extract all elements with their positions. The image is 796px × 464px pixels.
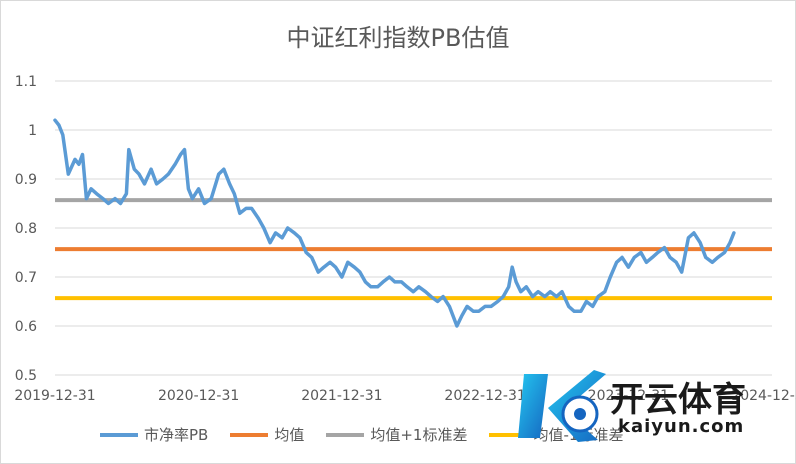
- watermark-brand: 开云体育: [610, 380, 746, 420]
- legend-swatch-pb: [100, 432, 138, 437]
- y-tick-label: 1: [28, 123, 37, 139]
- y-tick-label: 1.1: [15, 74, 37, 90]
- watermark-logo-icon: [518, 370, 606, 442]
- legend-item-plus1: 均值+1标准差: [326, 424, 467, 445]
- legend-item-mean: 均值: [230, 424, 304, 445]
- legend-label-mean: 均值: [274, 426, 305, 444]
- y-tick-label: 0.9: [15, 172, 37, 188]
- legend-swatch-mean: [230, 432, 269, 437]
- y-tick-label: 0.6: [15, 319, 37, 335]
- legend-swatch-plus1: [326, 432, 365, 437]
- legend-swatch-minus1: [489, 432, 528, 437]
- x-tick-label: 2024-12-31: [731, 388, 796, 404]
- chart-title: 中证红利指数PB估值: [286, 24, 510, 52]
- y-tick-label: 0.5: [15, 368, 37, 384]
- legend-item-pb: 市净率PB: [100, 424, 208, 445]
- x-tick-label: 2022-12-31: [444, 388, 525, 404]
- legend-label-plus1: 均值+1标准差: [370, 426, 468, 444]
- x-tick-label: 2020-12-31: [158, 388, 239, 404]
- x-tick-label: 2019-12-31: [14, 388, 95, 404]
- x-tick-label: 2023-12-31: [588, 388, 669, 404]
- y-tick-label: 0.8: [15, 221, 37, 237]
- x-tick-label: 2021-12-31: [301, 388, 382, 404]
- legend-label-pb: 市净率PB: [144, 426, 209, 444]
- pb-series-line: [53, 118, 736, 328]
- watermark-url: kaiyun.com: [618, 416, 745, 437]
- y-tick-label: 0.7: [15, 270, 37, 286]
- watermark: 开云体育 kaiyun.com: [518, 364, 788, 448]
